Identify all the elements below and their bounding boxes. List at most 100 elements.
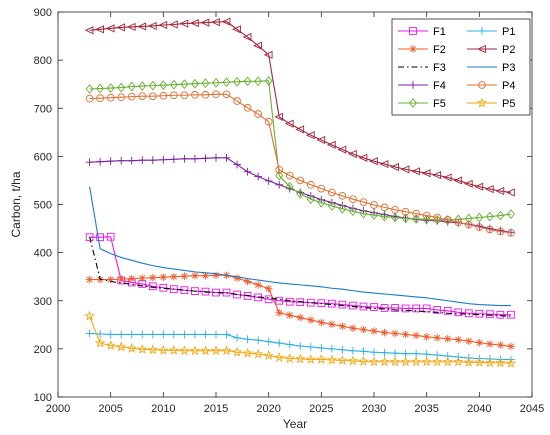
data-point-f1 [496,310,505,319]
data-point-p4 [306,180,315,189]
data-point-f4 [275,180,284,189]
data-point-f5 [233,76,242,87]
data-point-p2 [474,182,484,191]
series-f3 [89,236,511,317]
data-point-f4 [243,167,252,176]
data-point-p5 [389,356,401,367]
data-point-p2 [284,119,294,128]
data-point-p4 [201,90,210,99]
series-p5 [84,310,517,368]
data-point-p5 [179,345,190,356]
data-point-f1 [243,292,252,300]
data-point-p5 [84,310,95,321]
data-point-p4 [296,176,305,185]
data-point-f5 [106,83,115,93]
data-point-p5 [147,344,159,355]
data-point-p2 [411,167,420,176]
data-point-f5 [296,188,305,199]
data-point-p2 [95,25,104,34]
data-point-p2 [116,23,126,32]
y-tick-label: 400 [34,248,52,260]
series-layer [84,17,517,368]
series-line-f3 [89,236,511,317]
data-point-p4 [85,94,94,103]
data-point-f5 [454,214,463,225]
ast-d2 [476,339,483,346]
data-point-f1 [507,310,515,319]
ast-d2 [265,285,272,292]
ast-d2 [307,316,314,324]
data-point-f2 [475,338,484,347]
data-point-f1 [464,309,473,318]
data-point-p4 [243,103,252,112]
data-point-f4 [338,201,347,210]
data-point-f2 [285,311,294,319]
data-point-p1 [85,329,94,338]
data-point-p5 [105,340,116,350]
data-point-p2 [147,21,157,31]
data-point-p1 [191,330,199,339]
data-point-p4 [328,188,336,197]
data-point-p2 [253,41,262,50]
data-point-f1 [285,297,294,306]
data-point-p4 [475,223,484,231]
data-point-f5 [506,209,515,220]
data-point-p4 [180,91,189,100]
data-point-f5 [117,82,126,93]
data-point-f2 [454,335,463,344]
data-point-p1 [138,330,147,339]
ast-d2 [202,272,209,279]
data-point-f1 [433,306,442,314]
data-point-p2 [211,18,220,27]
series-line-p3 [89,186,511,307]
data-point-f5 [169,79,178,90]
legend-label-p4: P4 [502,80,515,92]
data-point-p1 [180,330,189,339]
data-point-p1 [212,330,220,339]
data-point-f2 [106,275,115,284]
ast-d2 [465,338,472,345]
data-point-p4 [159,91,168,100]
data-point-f2 [443,334,452,343]
data-point-p1 [317,344,326,352]
data-point-p1 [380,348,389,357]
data-point-f5 [180,79,189,90]
legend-marker-p4 [478,81,486,89]
legend-item-f5: F5 [398,98,446,110]
data-point-p2 [126,22,136,32]
data-point-f5 [443,214,452,225]
data-point-f5 [222,77,231,88]
data-point-f5 [475,212,484,223]
series-p3 [89,186,511,307]
data-point-p5 [115,341,127,352]
data-point-f2 [264,284,273,293]
data-point-p5 [94,337,106,348]
series-f5 [85,75,515,225]
data-point-f5 [370,210,378,221]
data-point-f5 [327,201,336,211]
data-point-p1 [391,349,399,358]
data-point-f5 [391,212,400,223]
data-point-f1 [201,287,210,296]
x-tick-label: 2040 [467,403,491,415]
data-point-p4 [380,203,389,212]
data-point-f1 [338,300,347,309]
data-point-f4 [306,191,315,200]
data-point-f2 [465,337,473,345]
data-point-p1 [401,349,410,358]
series-p2 [84,17,515,197]
data-point-p5 [295,353,306,364]
ast-d2 [497,341,504,349]
data-point-p4 [275,166,284,174]
ast-d2 [191,272,198,279]
data-point-f5 [317,197,326,208]
data-point-p2 [421,169,431,178]
data-point-p5 [137,343,148,354]
data-point-f1 [349,301,357,310]
ast-d2 [86,276,93,283]
data-point-p4 [433,213,442,222]
data-point-p2 [179,19,189,28]
ast-d2 [139,275,146,282]
ast-d2 [149,274,156,281]
